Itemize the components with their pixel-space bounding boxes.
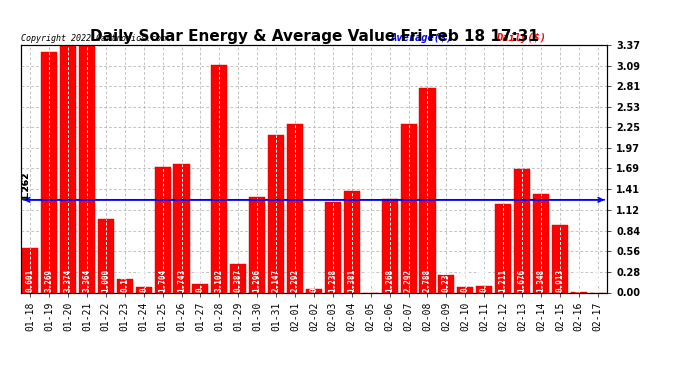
Title: Daily Solar Energy & Average Value Fri Feb 18 17:31: Daily Solar Energy & Average Value Fri F… [90, 29, 538, 44]
Bar [382, 200, 397, 292]
Text: 0.000: 0.000 [366, 268, 375, 292]
Text: 0.601: 0.601 [26, 268, 34, 292]
Bar [249, 197, 265, 292]
Text: Daily($): Daily($) [495, 33, 546, 42]
Bar [41, 53, 57, 292]
Bar [552, 225, 568, 292]
Bar [230, 264, 246, 292]
Bar [400, 124, 417, 292]
Text: 2.292: 2.292 [404, 268, 413, 292]
Text: 1.211: 1.211 [499, 268, 508, 292]
Text: 0.000: 0.000 [593, 268, 602, 292]
Text: 0.181: 0.181 [120, 268, 129, 292]
Text: 0.069: 0.069 [139, 268, 148, 292]
Bar [117, 279, 132, 292]
Bar [325, 202, 341, 292]
Bar [495, 204, 511, 292]
Text: 1.743: 1.743 [177, 268, 186, 292]
Text: 3.364: 3.364 [82, 268, 91, 292]
Text: 0.116: 0.116 [196, 268, 205, 292]
Bar [344, 191, 359, 292]
Bar [155, 167, 170, 292]
Text: 1.262: 1.262 [21, 171, 30, 200]
Bar [98, 219, 114, 292]
Text: 1.296: 1.296 [253, 268, 262, 292]
Text: 1.262: 1.262 [21, 171, 30, 200]
Bar [533, 194, 549, 292]
Bar [438, 275, 455, 292]
Text: 2.147: 2.147 [272, 268, 281, 292]
Bar [136, 287, 152, 292]
Bar [268, 135, 284, 292]
Text: 1.676: 1.676 [518, 268, 526, 292]
Bar [420, 88, 435, 292]
Text: 0.050: 0.050 [309, 268, 319, 292]
Text: Copyright 2022 Cartronics.com: Copyright 2022 Cartronics.com [21, 33, 166, 42]
Text: 2.292: 2.292 [290, 268, 299, 292]
Text: 0.070: 0.070 [461, 268, 470, 292]
Bar [514, 170, 530, 292]
Text: 1.704: 1.704 [158, 268, 167, 292]
Bar [173, 165, 190, 292]
Text: Average($): Average($) [391, 33, 453, 42]
Bar [193, 284, 208, 292]
Text: 1.348: 1.348 [537, 268, 546, 292]
Bar [60, 45, 76, 292]
Text: 1.000: 1.000 [101, 268, 110, 292]
Text: 2.788: 2.788 [423, 268, 432, 292]
Bar [476, 286, 492, 292]
Text: 1.381: 1.381 [347, 268, 356, 292]
Text: 1.238: 1.238 [328, 268, 337, 292]
Bar [211, 64, 228, 292]
Bar [306, 289, 322, 292]
Bar [287, 124, 303, 292]
Text: 0.094: 0.094 [480, 268, 489, 292]
Text: 3.269: 3.269 [45, 268, 54, 292]
Text: 0.913: 0.913 [555, 268, 564, 292]
Bar [79, 45, 95, 292]
Bar [457, 287, 473, 292]
Bar [22, 248, 38, 292]
Text: 3.102: 3.102 [215, 268, 224, 292]
Text: 3.374: 3.374 [63, 268, 72, 292]
Text: 0.387: 0.387 [234, 268, 243, 292]
Text: 0.235: 0.235 [442, 268, 451, 292]
Text: 1.268: 1.268 [385, 268, 394, 292]
Text: 0.001: 0.001 [574, 268, 583, 292]
